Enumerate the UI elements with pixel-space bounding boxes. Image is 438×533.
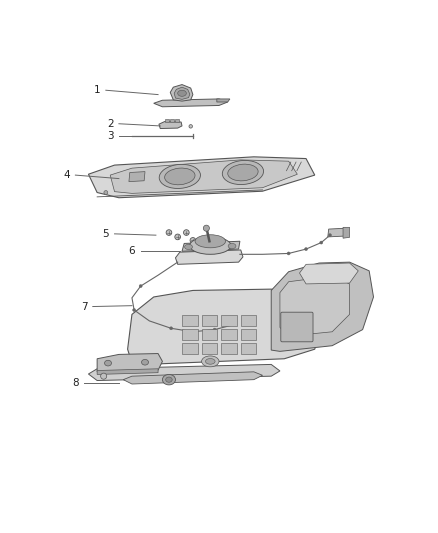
Ellipse shape [287,252,290,255]
Ellipse shape [178,90,186,96]
Ellipse shape [162,375,176,385]
Bar [241,329,256,340]
FancyBboxPatch shape [281,312,313,342]
Polygon shape [217,99,230,102]
Bar [182,329,198,340]
Bar [221,315,237,326]
Ellipse shape [223,160,264,184]
Polygon shape [300,263,358,284]
Polygon shape [97,353,162,372]
Polygon shape [88,365,280,381]
Ellipse shape [228,164,258,181]
Ellipse shape [165,168,195,185]
Ellipse shape [166,377,172,382]
Text: 5: 5 [102,229,109,239]
Ellipse shape [185,244,192,249]
Ellipse shape [304,247,307,251]
Bar [201,343,217,353]
Ellipse shape [141,359,148,365]
Ellipse shape [189,125,192,128]
Text: 8: 8 [72,378,79,388]
Ellipse shape [190,237,231,254]
Ellipse shape [139,285,142,288]
Text: 6: 6 [129,246,135,256]
Bar [221,329,237,340]
Ellipse shape [195,235,226,248]
Ellipse shape [320,241,323,244]
Polygon shape [110,160,297,193]
Polygon shape [127,289,323,365]
Bar [182,343,198,353]
Ellipse shape [328,233,332,237]
Polygon shape [88,157,315,198]
Ellipse shape [184,230,189,236]
Text: 3: 3 [107,131,113,141]
Ellipse shape [228,244,236,249]
Polygon shape [154,99,228,107]
Polygon shape [176,119,180,122]
Polygon shape [170,85,193,101]
Polygon shape [343,228,350,238]
Polygon shape [170,119,174,122]
Ellipse shape [190,238,196,243]
Text: 2: 2 [107,119,113,129]
Ellipse shape [159,164,201,189]
Polygon shape [280,276,350,336]
Bar [241,343,256,353]
Polygon shape [97,369,158,375]
Ellipse shape [201,356,219,367]
Bar [201,329,217,340]
Ellipse shape [170,327,173,330]
Text: 4: 4 [64,170,70,180]
Ellipse shape [203,225,209,231]
Polygon shape [328,228,346,237]
Polygon shape [271,262,374,351]
Text: 7: 7 [81,302,88,312]
Ellipse shape [166,230,172,236]
Bar [182,315,198,326]
Ellipse shape [133,309,136,312]
Polygon shape [165,119,169,122]
Polygon shape [174,87,190,99]
Ellipse shape [101,373,107,379]
Text: 1: 1 [94,85,100,95]
Polygon shape [123,372,262,384]
Ellipse shape [104,191,108,195]
Ellipse shape [105,360,112,366]
Bar [221,343,237,353]
Polygon shape [159,122,182,128]
Ellipse shape [213,328,216,331]
Polygon shape [129,172,145,182]
Polygon shape [182,241,240,251]
Polygon shape [176,250,243,264]
Bar [241,315,256,326]
Ellipse shape [175,234,180,240]
Ellipse shape [205,359,215,364]
Bar [201,315,217,326]
